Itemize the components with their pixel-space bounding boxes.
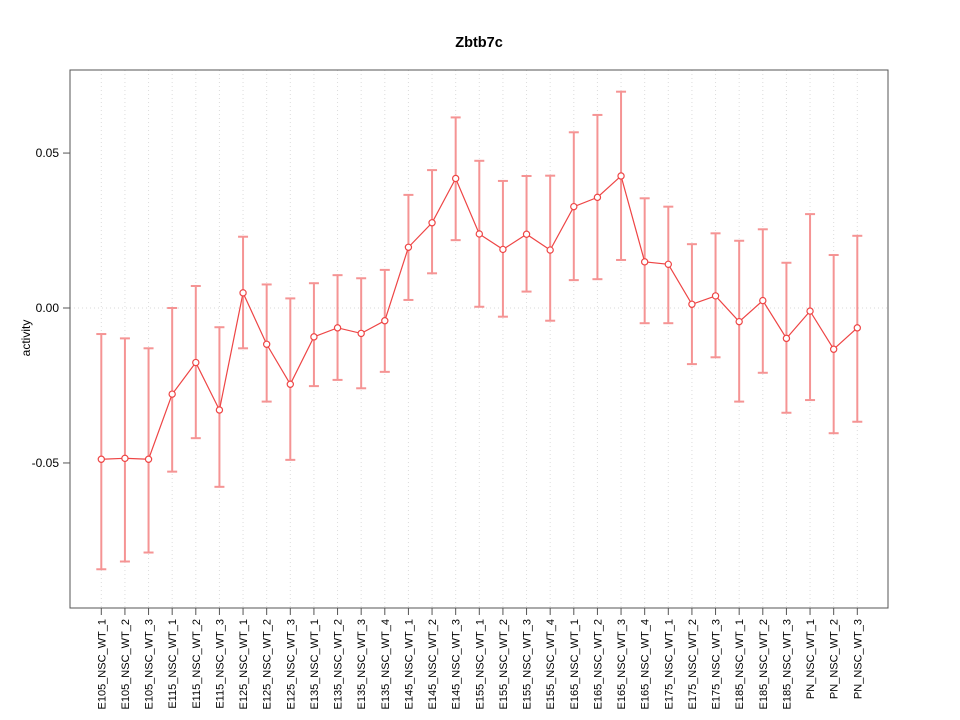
gridlines xyxy=(70,70,888,608)
data-point xyxy=(782,334,791,343)
x-tick-label: E135_NSC_WT_4 xyxy=(380,619,392,710)
x-tick-label: E135_NSC_WT_2 xyxy=(333,619,345,710)
data-point xyxy=(286,380,294,388)
y-tick-label: -0.05 xyxy=(32,456,60,470)
x-tick-label: E105_NSC_WT_1 xyxy=(96,619,108,710)
data-point xyxy=(404,243,413,251)
y-axis-title: activity xyxy=(19,320,33,357)
x-tick-label: PN_NSC_WT_3 xyxy=(852,619,864,699)
data-point xyxy=(475,230,483,238)
x-tick-label: E145_NSC_WT_1 xyxy=(403,619,415,710)
y-tick-label: 0.05 xyxy=(36,146,60,160)
data-point xyxy=(664,260,673,269)
x-tick-label: E165_NSC_WT_4 xyxy=(640,619,652,710)
x-tick-label: PN_NSC_WT_1 xyxy=(805,619,817,699)
error-bar xyxy=(119,337,130,563)
data-point xyxy=(570,202,578,211)
x-tick-label: E175_NSC_WT_2 xyxy=(687,619,699,710)
x-tick-label: E165_NSC_WT_1 xyxy=(569,619,581,710)
axes: 0.05 0.00 -0.05 E105_NSC_WT_1 E105_NSC_WT_2 E… xyxy=(32,69,889,710)
x-tick-label: E155_NSC_WT_1 xyxy=(474,619,486,710)
data-series xyxy=(96,90,863,571)
x-tick-label: E155_NSC_WT_2 xyxy=(498,619,510,710)
x-tick-label: E115_NSC_WT_2 xyxy=(191,619,203,709)
x-tick-label: E155_NSC_WT_3 xyxy=(522,619,534,710)
data-point xyxy=(522,230,531,238)
data-point xyxy=(735,317,743,326)
data-point xyxy=(381,317,389,325)
data-point xyxy=(192,358,200,367)
data-point xyxy=(499,245,507,254)
error-bar xyxy=(828,254,839,435)
x-tick-label: E155_NSC_WT_4 xyxy=(545,619,557,710)
x-tick-label: E145_NSC_WT_2 xyxy=(427,619,439,710)
x-tick-label: E125_NSC_WT_2 xyxy=(262,619,274,710)
x-tick-label: E115_NSC_WT_3 xyxy=(214,619,226,709)
x-tick-label: E175_NSC_WT_1 xyxy=(663,619,675,710)
data-point xyxy=(262,340,271,348)
data-point xyxy=(806,307,814,315)
data-point xyxy=(144,455,153,463)
x-tick-label: E185_NSC_WT_2 xyxy=(758,619,770,710)
data-point xyxy=(428,219,436,227)
data-point xyxy=(617,172,625,180)
data-point xyxy=(97,455,106,463)
data-point xyxy=(593,193,602,202)
data-point xyxy=(121,454,129,463)
x-tick-label: E115_NSC_WT_1 xyxy=(167,619,179,709)
data-point xyxy=(239,289,247,297)
data-point xyxy=(451,174,460,183)
data-point xyxy=(168,390,176,398)
x-tick-label: E125_NSC_WT_1 xyxy=(238,619,250,710)
data-point xyxy=(853,324,862,332)
data-point xyxy=(640,258,649,266)
data-point xyxy=(357,329,365,338)
x-tick-label: E185_NSC_WT_1 xyxy=(734,619,746,710)
error-bar xyxy=(167,307,178,473)
data-point xyxy=(310,333,318,341)
chart-title: Zbtb7c xyxy=(455,35,503,51)
data-point xyxy=(711,292,720,300)
data-point xyxy=(829,345,838,353)
error-bar xyxy=(285,297,296,461)
x-tick-label: E185_NSC_WT_3 xyxy=(781,619,793,710)
x-tick-label: E135_NSC_WT_1 xyxy=(309,619,321,710)
data-point xyxy=(546,246,554,254)
x-tick-label: E145_NSC_WT_3 xyxy=(451,619,463,710)
x-tick-label: E105_NSC_WT_2 xyxy=(120,619,132,710)
x-tick-label: PN_NSC_WT_2 xyxy=(829,619,841,699)
y-tick-label: 0.00 xyxy=(36,301,60,315)
data-point xyxy=(333,324,342,332)
error-bar xyxy=(96,333,107,571)
data-point xyxy=(759,296,767,305)
error-bar xyxy=(805,213,816,402)
x-tick-label: E165_NSC_WT_2 xyxy=(592,619,604,710)
data-point xyxy=(688,300,696,308)
x-tick-label: E135_NSC_WT_3 xyxy=(356,619,368,710)
x-tick-label: E125_NSC_WT_3 xyxy=(285,619,297,710)
x-tick-label: E105_NSC_WT_3 xyxy=(144,619,156,710)
x-tick-label: E175_NSC_WT_3 xyxy=(711,619,723,710)
x-tick-label: E165_NSC_WT_3 xyxy=(616,619,628,710)
data-point xyxy=(215,406,224,414)
error-bar xyxy=(143,347,154,554)
